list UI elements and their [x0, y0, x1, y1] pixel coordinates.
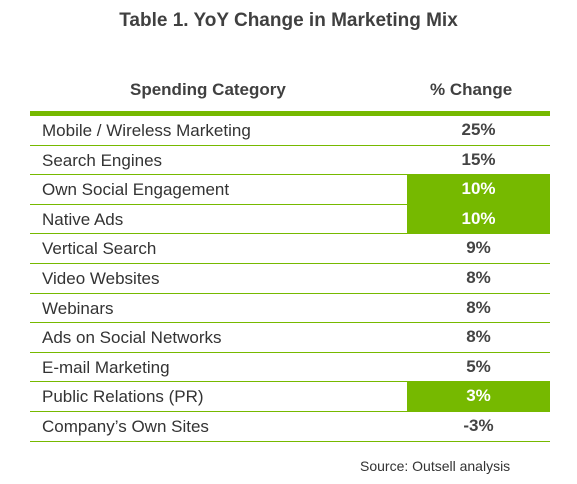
row-category: E-mail Marketing: [42, 357, 170, 377]
row-category: Vertical Search: [42, 239, 157, 259]
row-change: 8%: [466, 327, 491, 347]
header-divider: [30, 111, 550, 116]
row-category: Mobile / Wireless Marketing: [42, 121, 251, 140]
row-category: Public Relations (PR): [42, 387, 204, 407]
table-row: Mobile / Wireless Marketing 25%: [30, 116, 550, 146]
table-row: Public Relations (PR) 3%: [30, 382, 550, 412]
table-row: E-mail Marketing 5%: [30, 353, 550, 383]
row-change: -3%: [463, 415, 494, 435]
row-category: Native Ads: [42, 209, 124, 229]
table-row: Webinars 8%: [30, 294, 550, 324]
row-change-highlighted: 10%: [407, 175, 550, 204]
row-change: 8%: [466, 267, 491, 287]
table-row: Own Social Engagement 10%: [30, 175, 550, 205]
row-change: 15%: [461, 149, 496, 169]
row-change-highlighted: 10%: [407, 204, 550, 234]
table-header-row: Spending Category % Change: [30, 73, 550, 111]
row-category: Webinars: [42, 298, 114, 318]
table-body: Mobile / Wireless Marketing 25% Search Eng…: [30, 116, 550, 442]
row-category: Own Social Engagement: [42, 180, 230, 200]
row-change: 5%: [466, 356, 491, 376]
header-percent-change: % Change: [430, 80, 513, 99]
row-category: Video Websites: [42, 268, 160, 288]
row-category: Ads on Social Networks: [42, 328, 222, 348]
row-category: Search Engines: [42, 150, 163, 170]
table-row: Search Engines 15%: [30, 146, 550, 176]
table-row: Video Websites 8%: [30, 264, 550, 294]
header-spending-category: Spending Category: [130, 80, 286, 99]
row-change: 9%: [466, 238, 491, 258]
marketing-mix-table: Spending Category % Change Mobile / Wire…: [30, 73, 550, 442]
row-change: 8%: [466, 297, 491, 317]
row-change-highlighted: 3%: [407, 382, 550, 411]
table-row: Company’s Own Sites -3%: [30, 412, 550, 442]
source-note: Source: Outsell analysis: [360, 458, 511, 474]
row-change: 25%: [461, 120, 496, 139]
table-row: Ads on Social Networks 8%: [30, 323, 550, 353]
table-title: Table 1. YoY Change in Marketing Mix: [119, 10, 458, 31]
table-row: Native Ads 10%: [30, 204, 550, 235]
row-category: Company’s Own Sites: [42, 416, 209, 436]
table-row: Vertical Search 9%: [30, 234, 550, 264]
